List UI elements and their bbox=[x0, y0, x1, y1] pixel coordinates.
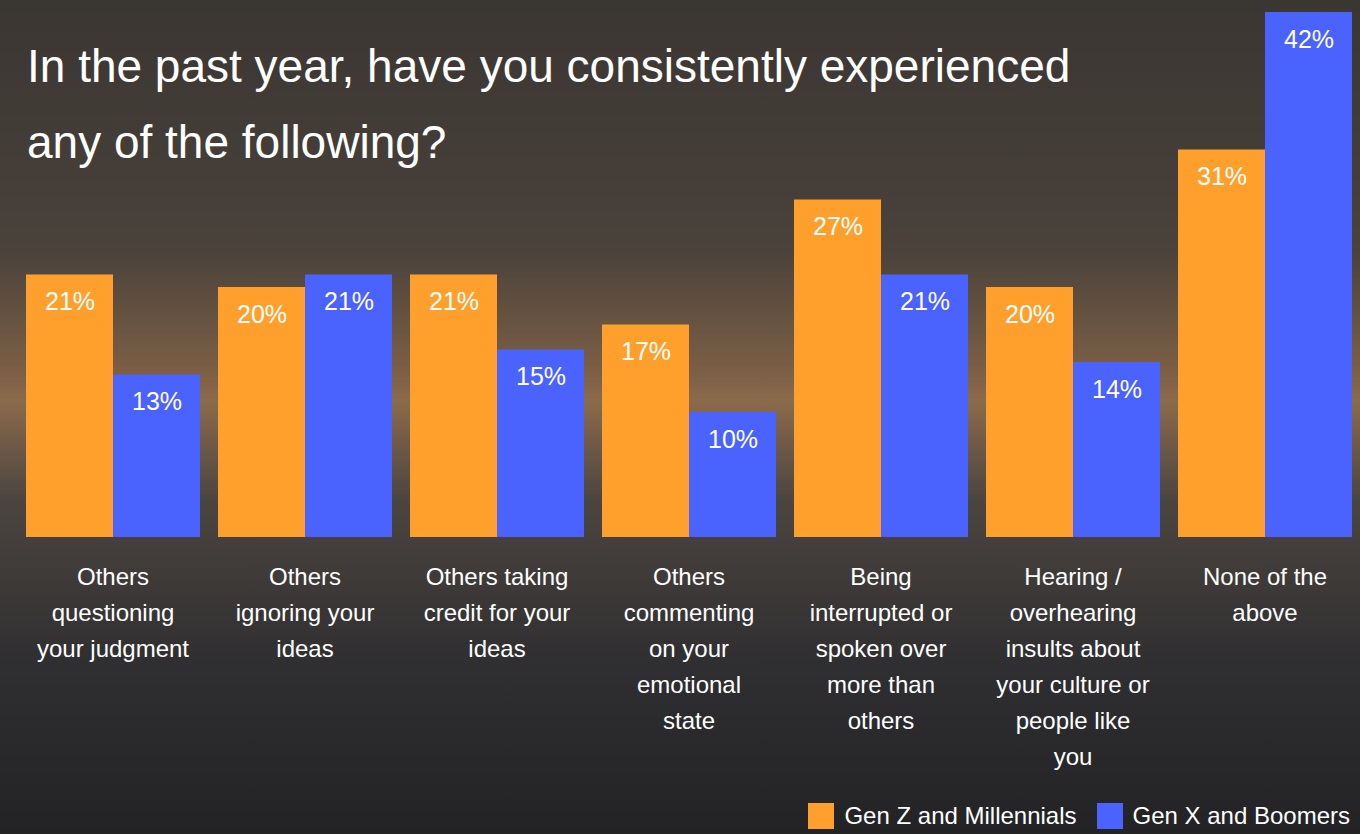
svg-text:None of theabove: None of theabove bbox=[1203, 563, 1327, 626]
svg-text:21%: 21% bbox=[429, 287, 479, 315]
svg-text:Beinginterrupted orspoken over: Beinginterrupted orspoken overmore thano… bbox=[810, 563, 953, 734]
svg-text:10%: 10% bbox=[708, 425, 758, 453]
svg-text:20%: 20% bbox=[237, 300, 287, 328]
svg-text:15%: 15% bbox=[516, 362, 566, 390]
svg-text:14%: 14% bbox=[1092, 375, 1142, 403]
svg-text:13%: 13% bbox=[132, 387, 182, 415]
svg-text:21%: 21% bbox=[45, 287, 95, 315]
svg-text:42%: 42% bbox=[1284, 25, 1334, 53]
svg-text:Hearing /overhearinginsults ab: Hearing /overhearinginsults aboutyour cu… bbox=[996, 563, 1149, 770]
html-text:Gen Z and Millennials: Gen Z and Millennials bbox=[844, 802, 1077, 829]
svg-text:Othersignoring yourideas: Othersignoring yourideas bbox=[236, 563, 375, 662]
svg-text:31%: 31% bbox=[1197, 162, 1247, 190]
svg-text:Others takingcredit for yourid: Others takingcredit for yourideas bbox=[424, 563, 571, 662]
svg-text:21%: 21% bbox=[324, 287, 374, 315]
svg-text:17%: 17% bbox=[621, 337, 671, 365]
svg-text:21%: 21% bbox=[900, 287, 950, 315]
html-text:Gen X and Boomers: Gen X and Boomers bbox=[1132, 802, 1350, 829]
svg-text:Othersquestioningyour judgment: Othersquestioningyour judgment bbox=[37, 563, 189, 662]
svg-text:20%: 20% bbox=[1005, 300, 1055, 328]
svg-text:27%: 27% bbox=[813, 212, 863, 240]
html-text:In the past year, have you con: In the past year, have you consistently … bbox=[27, 40, 1071, 168]
svg-text:Otherscommentingon youremotion: Otherscommentingon youremotionalstate bbox=[624, 563, 755, 734]
